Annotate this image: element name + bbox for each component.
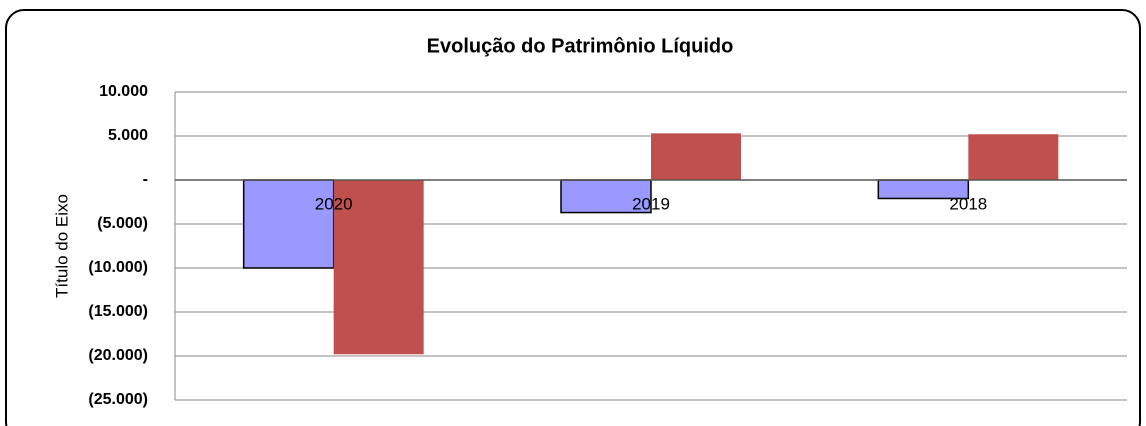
chart-title: Evolução do Patrimônio Líquido — [427, 35, 734, 57]
bar — [968, 134, 1059, 180]
x-tick-label: 2018 — [949, 194, 987, 213]
x-tick-label: 2020 — [315, 194, 353, 213]
y-tick-label: (10.000) — [88, 259, 148, 276]
y-tick-label: 5.000 — [108, 127, 148, 144]
y-tick-label: - — [143, 171, 148, 188]
y-tick-label: (15.000) — [88, 303, 148, 320]
y-axis-label: Título do Eixo — [52, 194, 71, 298]
y-tick-label: (5.000) — [97, 215, 148, 232]
y-tick-label: 10.000 — [99, 83, 148, 100]
chart-border — [5, 9, 1141, 426]
bar — [242, 179, 335, 269]
x-tick-label: 2019 — [632, 194, 670, 213]
y-tick-label: (25.000) — [88, 391, 148, 408]
bar — [333, 180, 424, 355]
y-tick-label: (20.000) — [88, 347, 148, 364]
bar — [651, 133, 741, 180]
bar — [560, 179, 652, 214]
